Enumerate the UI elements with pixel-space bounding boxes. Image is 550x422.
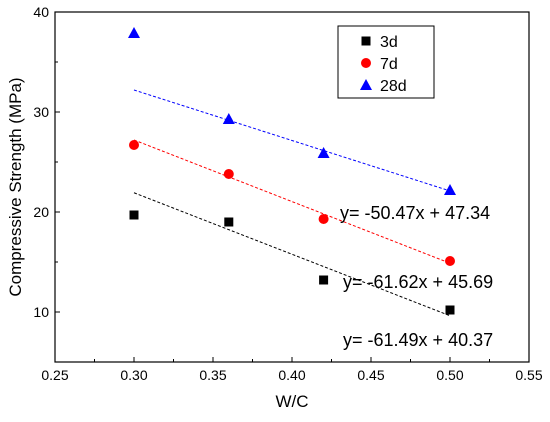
x-tick-label: 0.50 (436, 367, 463, 383)
data-point-3d (319, 275, 329, 285)
legend-label-7d: 7d (380, 56, 398, 73)
y-tick-label: 10 (33, 304, 49, 320)
x-tick-label: 0.25 (41, 367, 68, 383)
fit-equation-28d: y= -50.47x + 47.34 (340, 203, 490, 223)
legend-label-28d: 28d (380, 78, 407, 95)
legend-marker-7d (361, 58, 371, 68)
legend-marker-3d (361, 36, 371, 46)
data-point-7d (445, 256, 455, 266)
x-tick-label: 0.55 (515, 367, 542, 383)
data-point-28d (444, 184, 456, 195)
data-point-7d (223, 169, 234, 179)
data-point-28d (222, 113, 235, 124)
data-point-28d (128, 27, 140, 38)
fit-line-7d (133, 139, 451, 264)
legend-box (337, 25, 435, 99)
data-point-28d (317, 147, 330, 158)
x-tick-label: 0.40 (278, 367, 305, 383)
data-point-3d (129, 210, 139, 220)
x-axis-label: W/C (275, 392, 308, 411)
data-point-3d (224, 217, 234, 227)
data-point-3d (445, 305, 455, 315)
x-tick-label: 0.35 (199, 367, 226, 383)
data-point-7d (318, 214, 329, 224)
y-axis-label: Compressive Strength (MPa) (6, 77, 25, 296)
fit-equation-3d: y= -61.49x + 40.37 (343, 330, 493, 350)
y-tick-label: 20 (33, 204, 49, 220)
fit-line-28d (133, 89, 451, 192)
x-tick-label: 0.30 (120, 367, 147, 383)
legend-marker-28d (360, 79, 372, 90)
fit-line-3d (133, 192, 451, 317)
data-point-7d (129, 140, 139, 150)
fit-equation-7d: y= -61.62x + 45.69 (343, 272, 493, 292)
y-tick-label: 30 (33, 104, 49, 120)
x-tick-label: 0.45 (357, 367, 384, 383)
y-tick-label: 40 (33, 4, 49, 20)
plot-area-frame (54, 11, 530, 363)
legend-label-3d: 3d (380, 34, 398, 51)
